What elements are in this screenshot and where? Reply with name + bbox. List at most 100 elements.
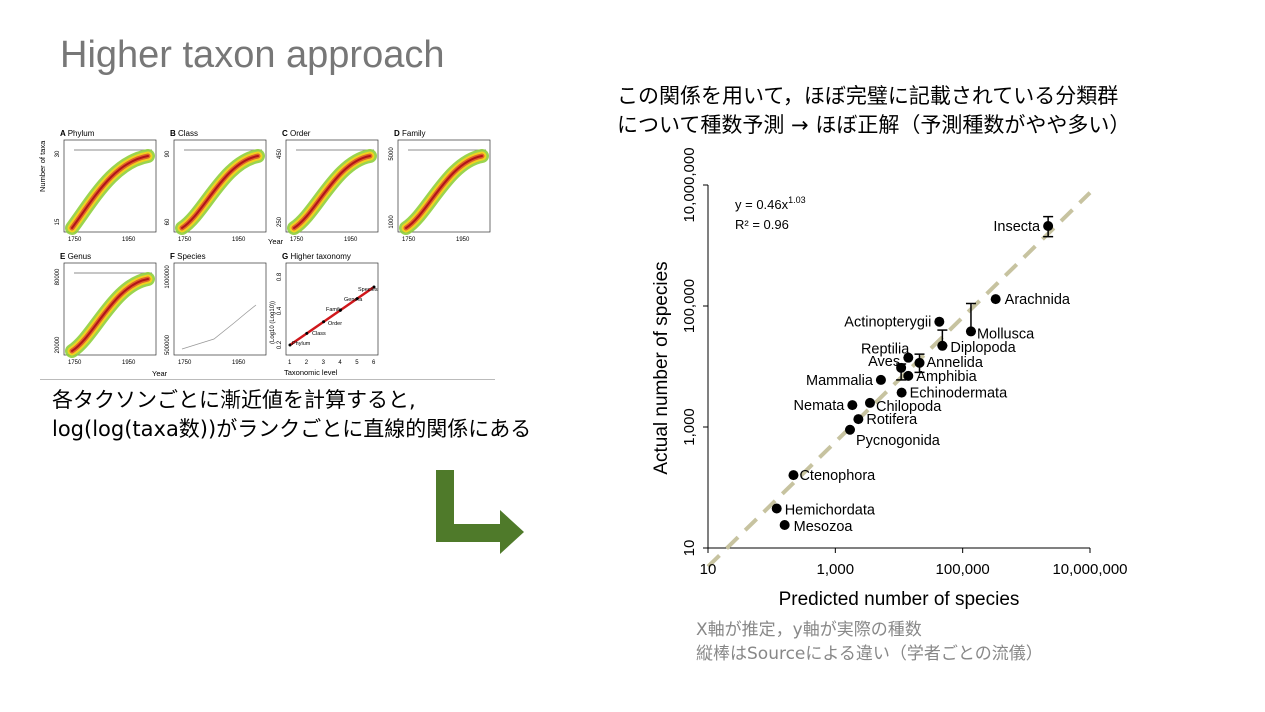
data-point xyxy=(771,503,782,514)
note-line-1: X軸が推定，y軸が実際の種数 xyxy=(696,620,922,640)
point-label: Mollusca xyxy=(977,326,1035,342)
x-ticks: 10 1,000 100,000 10,000,000 xyxy=(700,548,1128,578)
panel-label: A Phylum xyxy=(60,129,95,138)
data-point xyxy=(779,519,790,530)
x-tick-label: 100,000 xyxy=(936,561,990,578)
density-band-core xyxy=(71,155,149,229)
x-tick-label: 1,000 xyxy=(817,561,855,578)
equation-exponent: 1.03 xyxy=(788,195,806,205)
panel-y-tick: 1000000 xyxy=(165,265,171,289)
g-x-tick: 6 xyxy=(372,360,376,366)
panel-frame xyxy=(173,139,267,233)
point-label: Mesozoa xyxy=(794,519,854,535)
panel-x-tick: 1950 xyxy=(344,237,358,243)
panel-y-tick: 0.4 xyxy=(277,306,283,315)
point-label: Actinopterygii xyxy=(844,315,931,331)
g-x-axis-label: Taxonomic level xyxy=(284,368,338,377)
figure-divider xyxy=(40,379,495,380)
panel-name: Phylum xyxy=(68,129,95,138)
data-point xyxy=(937,340,948,351)
panel-name: Family xyxy=(402,129,426,138)
note-caption: X軸が推定，y軸が実際の種数 縦棒はSourceによる違い（学者ごとの流儀） xyxy=(696,618,1043,666)
point-label: Aves xyxy=(868,354,900,370)
data-point xyxy=(965,326,976,337)
panel-name: Species xyxy=(177,252,205,261)
g-point xyxy=(305,331,309,335)
panel-label: D Family xyxy=(394,129,426,138)
point-label: Hemichordata xyxy=(785,502,876,518)
density-band-core xyxy=(293,155,371,229)
data-point xyxy=(875,374,886,385)
panel-frame xyxy=(63,139,157,233)
panel-y-tick: 80000 xyxy=(55,268,61,285)
data-point xyxy=(853,414,864,425)
panel-x-tick: 1950 xyxy=(122,360,136,366)
panel-x-tick: 1750 xyxy=(68,360,82,366)
taxa-x-axis-label-bottom: Year xyxy=(152,369,168,378)
g-point xyxy=(355,297,359,301)
panel-name: Higher taxonomy xyxy=(290,252,350,261)
y-axis-label: Actual number of species xyxy=(651,261,672,474)
g-point xyxy=(288,343,292,347)
caption-left-line-1: 各タクソンごとに漸近値を計算すると, xyxy=(52,388,416,412)
panel-letter: B xyxy=(170,129,178,138)
note-line-2: 縦棒はSourceによる違い（学者ごとの流儀） xyxy=(696,644,1043,664)
g-point-label: Species xyxy=(358,287,378,293)
panel-y-tick: 20000 xyxy=(55,336,61,353)
g-point xyxy=(322,320,326,324)
point-label: Rotifera xyxy=(866,412,918,428)
panel-x-tick: 1750 xyxy=(178,360,192,366)
panel-label: C Order xyxy=(282,129,311,138)
caption-right-line-1: この関係を用いて，ほぼ完璧に記載されている分類群 xyxy=(617,84,1119,108)
caption-left: 各タクソンごとに漸近値を計算すると, log(log(taxa数))がランクごと… xyxy=(52,386,531,444)
g-point-label: Class xyxy=(312,331,326,337)
data-point xyxy=(903,370,914,381)
data-point xyxy=(845,424,856,435)
panel-y-tick: 15 xyxy=(55,218,61,225)
panel-frame xyxy=(63,262,157,356)
data-point xyxy=(914,357,925,368)
density-band-core xyxy=(71,278,149,352)
panel-letter: C xyxy=(282,129,290,138)
panel-letter: D xyxy=(394,129,402,138)
panel-y-tick: 250 xyxy=(277,216,283,227)
panel-x-tick: 1950 xyxy=(456,237,470,243)
point-label: Amphibia xyxy=(916,369,977,385)
arrow-shape xyxy=(436,470,524,554)
point-label: Chilopoda xyxy=(876,399,942,415)
data-point xyxy=(896,362,907,373)
density-band-core xyxy=(405,155,483,229)
g-x-tick: 4 xyxy=(338,360,342,366)
panel-name: Class xyxy=(178,129,198,138)
panel-x-tick: 1950 xyxy=(232,237,246,243)
panel-y-tick: 500000 xyxy=(165,334,171,355)
data-points: Insecta Arachnida Actinopterygii MolluscaDi… xyxy=(771,215,1071,535)
panel-letter: G xyxy=(282,252,290,261)
g-point xyxy=(338,308,342,312)
g-y-axis-label: (Log10 (Log10)) xyxy=(270,300,276,344)
panel-x-tick: 1950 xyxy=(122,237,136,243)
g-point-label: Family xyxy=(326,307,342,313)
g-x-tick: 2 xyxy=(305,360,309,366)
y-ticks: 10 1,000 100,000 10,000,000 xyxy=(681,147,708,556)
taxa-accumulation-figure: A Phylum 30 15 1750 1950 B Class 90 60 1750 1950 C… xyxy=(38,118,495,381)
green-arrow-icon xyxy=(436,470,524,554)
panel-y-tick: 90 xyxy=(165,150,171,157)
panel-x-tick: 1750 xyxy=(178,237,192,243)
g-point-label: Phylum xyxy=(292,341,311,347)
panel-frame xyxy=(397,139,491,233)
r-squared-text: R² = 0.96 xyxy=(735,217,789,232)
point-label: Diplopoda xyxy=(950,340,1016,356)
point-label: Mammalia xyxy=(806,373,874,389)
panel-frame xyxy=(285,139,379,233)
x-tick-label: 10 xyxy=(700,561,717,578)
data-point xyxy=(847,400,858,411)
species-curve xyxy=(181,304,257,350)
panel-letter: F xyxy=(170,252,177,261)
slide-title: Higher taxon approach xyxy=(60,34,445,76)
point-label: Nemata xyxy=(794,398,846,414)
point-label: Arachnida xyxy=(1005,292,1071,308)
data-point xyxy=(903,352,914,363)
